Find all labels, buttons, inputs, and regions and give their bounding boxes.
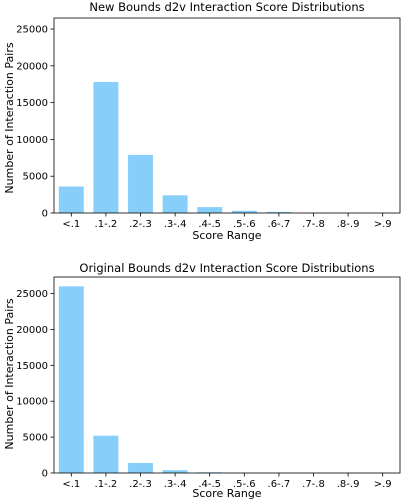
x-tick-label: .3-.4 [164,479,187,490]
x-tick-label: .5-.6 [233,479,256,490]
plot-frame [53,17,401,214]
y-axis-label: Number of Interaction Pairs [3,298,16,449]
plot-frame [53,276,401,474]
x-tick-label: .6-.7 [268,219,291,230]
chart-title: New Bounds d2v Interaction Score Distrib… [89,0,364,14]
y-tick-label: 10000 [16,397,48,408]
x-tick-label: .7-.8 [302,479,325,490]
y-tick-label: 15000 [16,361,48,372]
bar [162,195,188,213]
y-tick-label: 20000 [16,325,48,336]
y-tick-label: 0 [42,209,48,220]
y-tick-label: 15000 [16,98,48,109]
y-tick-label: 25000 [16,289,48,300]
x-tick-label: .5-.6 [233,219,256,230]
x-tick-label: .2-.3 [129,479,152,490]
bar [58,186,84,213]
bar [128,462,153,473]
x-axis-label: Score Range [192,487,261,500]
bar [93,82,119,214]
bar [93,435,119,473]
x-tick-label: .8-.9 [337,219,360,230]
y-tick-label: 20000 [16,61,48,72]
x-axis-label: Score Range [192,229,261,242]
y-tick-label: 25000 [16,25,48,36]
x-tick-label: >.9 [374,479,392,490]
x-tick-label: .4-.5 [198,219,221,230]
x-tick-label: >.9 [374,219,392,230]
y-tick-label: 5000 [23,172,48,183]
x-tick-label: .1-.2 [95,479,118,490]
bar [58,286,84,473]
x-tick-label: <.1 [62,219,80,230]
x-tick-label: .3-.4 [164,219,187,230]
x-tick-label: <.1 [62,479,80,490]
chart-original-bounds: Original Bounds d2v Interaction Score Di… [3,261,401,500]
chart-title: Original Bounds d2v Interaction Score Di… [79,261,374,275]
y-tick-label: 5000 [23,433,48,444]
bar [162,470,188,473]
y-tick-label: 10000 [16,135,48,146]
x-tick-label: .6-.7 [268,479,291,490]
x-tick-label: .2-.3 [129,219,152,230]
x-tick-label: .8-.9 [337,479,360,490]
x-tick-label: .7-.8 [302,219,325,230]
bar [128,154,153,213]
x-tick-label: .1-.2 [95,219,118,230]
chart-new-bounds: New Bounds d2v Interaction Score Distrib… [3,0,401,242]
bar [197,207,223,213]
x-tick-label: .4-.5 [198,479,221,490]
bar [266,211,292,213]
bar [231,210,257,213]
y-tick-label: 0 [42,469,48,480]
y-axis-label: Number of Interaction Pairs [3,42,16,193]
